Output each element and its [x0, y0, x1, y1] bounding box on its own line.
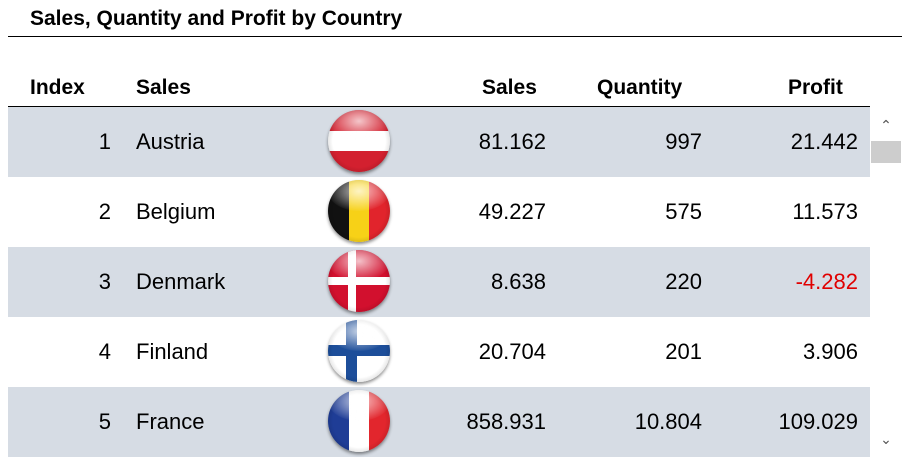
header-sales[interactable]: Sales: [482, 76, 537, 99]
title-divider: [8, 36, 902, 37]
header-quantity[interactable]: Quantity: [597, 76, 683, 99]
row-quantity: 997: [665, 129, 702, 154]
row-quantity: 220: [665, 269, 702, 294]
table-body: 1 Austria 81.162 997 21.442 2 Belgium: [8, 107, 870, 471]
vertical-scrollbar[interactable]: ⌃ ⌄: [870, 107, 902, 455]
row-profit: 109.029: [778, 409, 858, 434]
header-country[interactable]: Sales: [136, 76, 191, 99]
table-row[interactable]: 5 France 858.931 10.804 109.029: [8, 387, 870, 457]
row-sales: 20.704: [478, 339, 546, 364]
row-country: France: [136, 409, 205, 434]
row-profit: 11.573: [792, 199, 858, 224]
row-sales: 81.162: [478, 129, 546, 154]
row-country: Finland: [136, 339, 209, 364]
scrollbar-thumb[interactable]: [871, 141, 901, 163]
chevron-up-icon[interactable]: ⌃: [880, 117, 892, 133]
table-row[interactable]: 2 Belgium 49.227 575 11.573: [8, 177, 870, 247]
row-sales: 49.227: [478, 199, 546, 224]
row-index: 5: [98, 409, 111, 434]
row-index: 1: [98, 129, 111, 154]
row-country: Austria: [136, 129, 205, 154]
belgium-flag-icon: [328, 180, 390, 242]
table-row[interactable]: 4 Finland 20.704 201 3.906: [8, 317, 870, 387]
row-country: Denmark: [136, 269, 226, 294]
report-title: Sales, Quantity and Profit by Country: [30, 7, 403, 30]
france-flag-icon: [328, 390, 390, 452]
row-index: 3: [98, 269, 111, 294]
row-country: Belgium: [136, 199, 216, 224]
header-profit[interactable]: Profit: [788, 76, 843, 99]
row-quantity: 201: [665, 339, 702, 364]
table-row[interactable]: 3 Denmark 8.638 220 -4.282: [8, 247, 870, 317]
table-header: Index Sales Sales Quantity Profit: [8, 76, 870, 107]
row-quantity: 10.804: [634, 409, 702, 434]
austria-flag-icon: [328, 110, 390, 172]
denmark-flag-icon: [328, 250, 390, 312]
table-row[interactable]: 1 Austria 81.162 997 21.442: [8, 107, 870, 177]
header-index[interactable]: Index: [30, 76, 85, 99]
row-quantity: 575: [665, 199, 702, 224]
row-index: 4: [98, 339, 111, 364]
row-profit: 21.442: [790, 129, 858, 154]
row-sales: 858.931: [466, 409, 546, 434]
chevron-down-icon[interactable]: ⌄: [880, 431, 892, 447]
row-index: 2: [98, 199, 111, 224]
finland-flag-icon: [328, 320, 390, 382]
row-sales: 8.638: [490, 269, 546, 294]
row-profit: 3.906: [802, 339, 858, 364]
row-profit: -4.282: [795, 269, 858, 294]
